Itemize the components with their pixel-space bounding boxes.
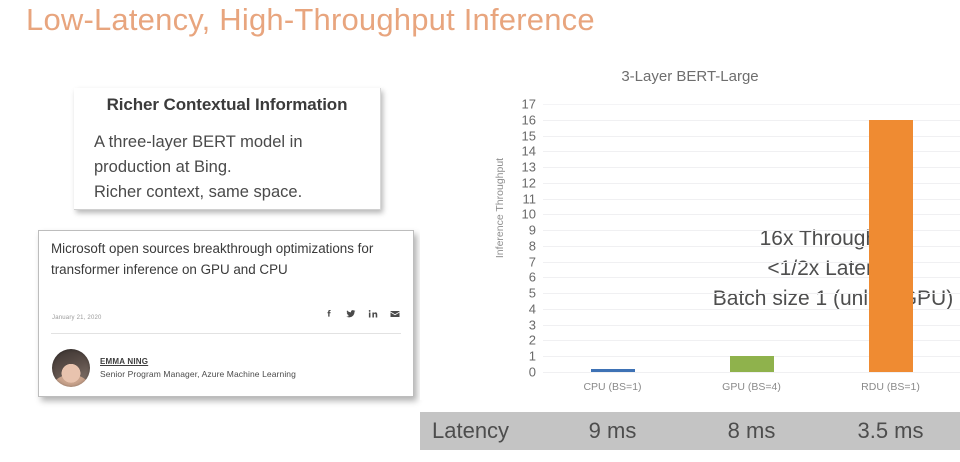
context-card-line-3: Richer context, same space. [94,183,303,201]
x-tick-label: RDU (BS=1) [861,381,920,393]
news-author-title: Senior Program Manager, Azure Machine Le… [100,369,296,379]
y-tick-label: 17 [521,96,536,112]
facebook-icon[interactable] [323,308,335,320]
gridline-12 [543,182,960,184]
y-tick-label: 4 [528,301,536,317]
news-date: January 21, 2020 [52,315,102,321]
y-tick-label: 1 [528,348,536,364]
context-card-line-1: A three-layer BERT model in [94,133,303,151]
gridline-5 [543,293,960,295]
y-tick-label: 6 [528,269,536,285]
news-card-divider [51,333,401,334]
gridline-0 [543,372,960,373]
plot-area: 16x Throughput <1/2x Latency Batch size … [522,98,960,393]
y-tick-label: 2 [528,332,536,348]
gridline-10 [543,214,960,216]
page-title: Low-Latency, High-Throughput Inference [26,2,595,37]
gridline-16 [543,119,960,121]
y-axis-title: Inference Throughput [494,157,506,259]
gridline-15 [543,135,960,137]
chart-annotation: 16x Throughput <1/2x Latency Batch size … [683,224,960,314]
x-tick-label: GPU (BS=4) [722,381,781,393]
y-tick-label: 11 [522,191,537,207]
y-tick-label: 7 [528,254,536,270]
annotation-line-1: 16x Throughput [759,227,907,250]
gridline-17 [543,104,960,105]
gridline-14 [543,151,960,153]
gridline-7 [543,261,960,263]
y-tick-label: 0 [528,364,536,380]
gridline-13 [543,167,960,169]
gridline-4 [543,308,960,310]
y-tick-label: 13 [521,159,536,175]
linkedin-icon[interactable] [367,308,379,320]
context-card-line-2: production at Bing. [94,158,232,176]
news-author-block: EMMA NING Senior Program Manager, Azure … [100,357,296,379]
y-tick-label: 16 [521,112,536,128]
twitter-icon[interactable] [345,308,357,320]
bar-cpu [590,368,635,372]
annotation-line-2: <1/2x Latency [767,257,899,280]
throughput-chart: 3-Layer BERT-Large Inference Throughput … [420,52,960,400]
news-article-card[interactable]: Microsoft open sources breakthrough opti… [38,230,414,397]
y-tick-label: 9 [528,222,536,238]
avatar [52,349,90,387]
y-tick-label: 14 [521,143,536,159]
bar-gpu [729,356,774,372]
chart-title: 3-Layer BERT-Large [621,68,759,85]
y-tick-label: 10 [521,206,536,222]
gridline-2 [543,340,960,342]
gridline-11 [543,198,960,200]
context-card: Richer Contextual Information A three-la… [74,88,381,210]
gridline-8 [543,245,960,247]
latency-value: 3.5 ms [857,418,924,443]
latency-value: 9 ms [588,418,637,443]
social-share-row[interactable] [323,308,401,320]
latency-value: 8 ms [727,418,776,443]
latency-strip: Latency 9 ms 8 ms 3.5 ms [420,412,960,450]
y-tick-label: 3 [528,317,536,333]
gridline-9 [543,230,960,232]
news-author-name[interactable]: EMMA NING [100,357,149,366]
bar-rdu [868,119,913,372]
latency-label: Latency [432,418,510,443]
y-tick-label: 5 [528,285,536,301]
y-tick-label: 12 [521,175,536,191]
gridline-3 [543,324,960,326]
context-card-body: A three-layer BERT model in production a… [94,130,303,205]
y-tick-label: 8 [528,238,536,254]
email-icon[interactable] [389,308,401,320]
news-author-row[interactable]: EMMA NING Senior Program Manager, Azure … [52,349,296,387]
x-tick-label: CPU (BS=1) [583,381,642,393]
y-tick-label: 15 [521,128,536,144]
gridline-6 [543,277,960,279]
context-card-heading: Richer Contextual Information [106,95,348,114]
news-headline[interactable]: Microsoft open sources breakthrough opti… [51,241,374,277]
